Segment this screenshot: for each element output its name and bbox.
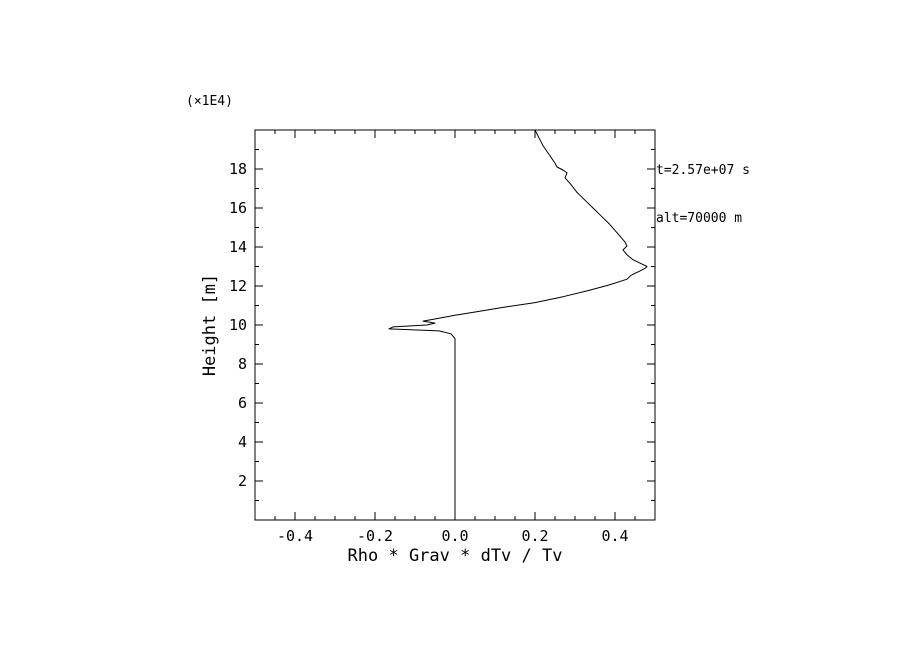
y-tick-label: 2: [237, 472, 247, 490]
y-tick-label: 8: [237, 355, 247, 373]
annotation-time: t=2.57e+07 s: [656, 163, 750, 178]
y-tick-label: 16: [228, 199, 247, 217]
y-tick-label: 14: [228, 238, 247, 256]
annotation-altitude: alt=70000 m: [656, 211, 743, 226]
x-axis-title: Rho * Grav * dTv / Tv: [347, 546, 563, 566]
y-tick-label: 4: [237, 433, 247, 451]
x-tick-label: 0.0: [441, 527, 469, 545]
x-tick-label: 0.4: [601, 527, 629, 545]
x-tick-label: -0.4: [276, 527, 314, 545]
y-axis-multiplier-label: (×1E4): [186, 94, 233, 109]
y-tick-label: 10: [228, 316, 247, 334]
annotation-block: t=2.57e+07 s alt=70000 m: [656, 131, 750, 259]
y-tick-label: 12: [228, 277, 247, 295]
x-tick-label: 0.2: [521, 527, 549, 545]
y-tick-label: 6: [237, 394, 247, 412]
x-tick-label: -0.2: [356, 527, 394, 545]
y-tick-label: 18: [228, 160, 247, 178]
